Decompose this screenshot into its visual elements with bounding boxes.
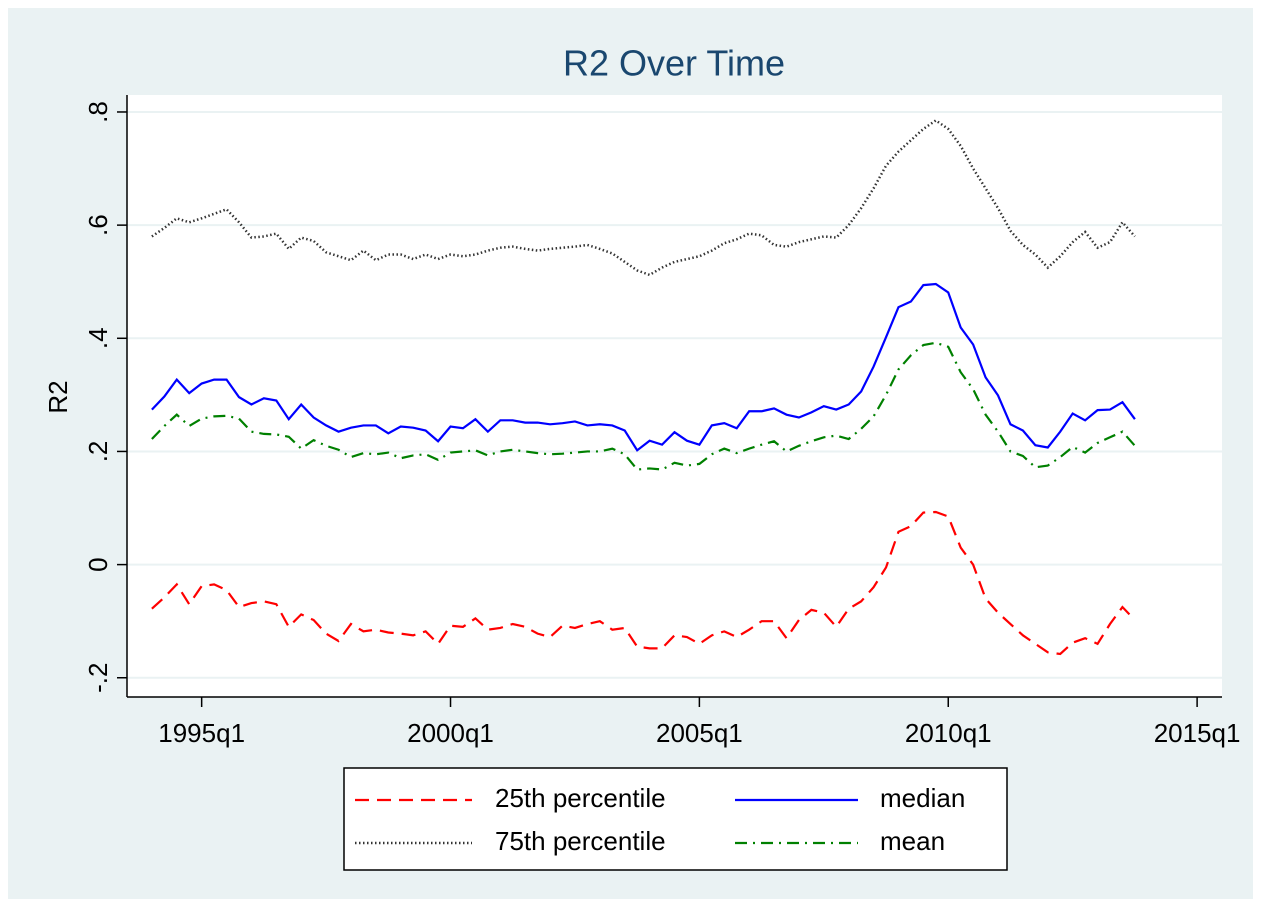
legend-label: 75th percentile bbox=[495, 826, 666, 856]
legend-label: median bbox=[880, 783, 965, 813]
y-axis-label: R2 bbox=[43, 380, 73, 413]
y-tick-label: .2 bbox=[83, 441, 113, 463]
x-tick-label: 2015q1 bbox=[1154, 718, 1241, 748]
series-line bbox=[151, 510, 1136, 656]
x-tick-label: 2000q1 bbox=[407, 718, 494, 748]
y-tick-label: 0 bbox=[83, 557, 113, 571]
legend-label: 25th percentile bbox=[495, 783, 666, 813]
y-tick-label: .4 bbox=[83, 327, 113, 349]
x-tick-label: 1995q1 bbox=[158, 718, 245, 748]
chart-title: R2 Over Time bbox=[563, 43, 785, 84]
y-tick-label: -.2 bbox=[83, 663, 113, 693]
series-line bbox=[151, 282, 1136, 452]
y-tick-label: .6 bbox=[83, 214, 113, 236]
x-tick-label: 2005q1 bbox=[656, 718, 743, 748]
legend-box bbox=[343, 767, 1008, 871]
y-tick-label: .8 bbox=[83, 101, 113, 123]
legend-label: mean bbox=[880, 826, 945, 856]
plot-area bbox=[127, 95, 1222, 697]
x-tick-label: 2010q1 bbox=[905, 718, 992, 748]
